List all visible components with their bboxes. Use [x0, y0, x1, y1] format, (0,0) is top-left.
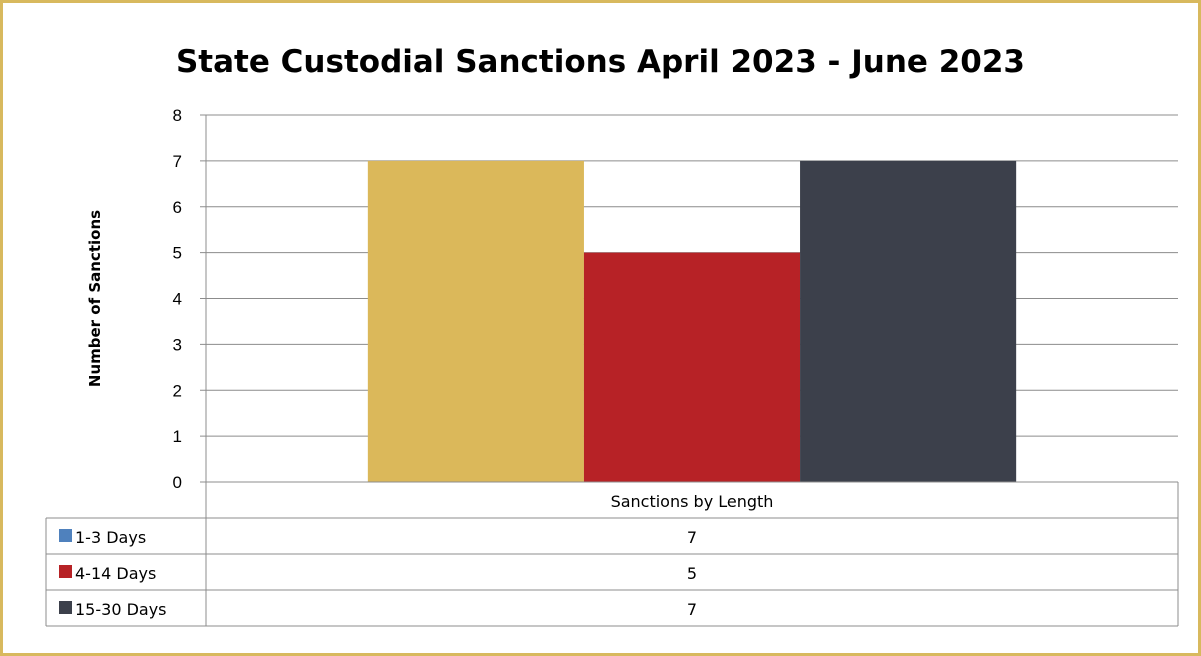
legend-label: 15-30 Days — [75, 600, 167, 619]
y-tick-label: 1 — [173, 427, 182, 446]
data-table-value: 5 — [687, 564, 697, 583]
bar-2 — [583, 252, 801, 482]
y-tick-label: 0 — [173, 473, 182, 492]
y-tick-label: 4 — [173, 290, 182, 309]
bar-1 — [367, 160, 584, 482]
y-tick-label: 7 — [173, 152, 182, 171]
y-tick-label: 2 — [173, 381, 182, 400]
legend-label: 4-14 Days — [75, 564, 156, 583]
y-axis-title: Number of Sanctions — [86, 210, 104, 387]
bar-3 — [800, 160, 1017, 482]
x-category-label: Sanctions by Length — [611, 492, 774, 511]
legend-swatch-2 — [59, 565, 72, 578]
legend-swatch-3 — [59, 601, 72, 614]
legend-swatch-1 — [59, 529, 72, 542]
data-table-value: 7 — [687, 600, 697, 619]
y-tick-label: 6 — [173, 198, 182, 217]
data-table-value: 7 — [687, 528, 697, 547]
y-tick-label: 3 — [173, 335, 182, 354]
legend-label: 1-3 Days — [75, 528, 146, 547]
y-tick-label: 5 — [173, 244, 182, 263]
chart-title: State Custodial Sanctions April 2023 - J… — [175, 44, 1025, 80]
y-tick-label: 8 — [173, 106, 182, 125]
